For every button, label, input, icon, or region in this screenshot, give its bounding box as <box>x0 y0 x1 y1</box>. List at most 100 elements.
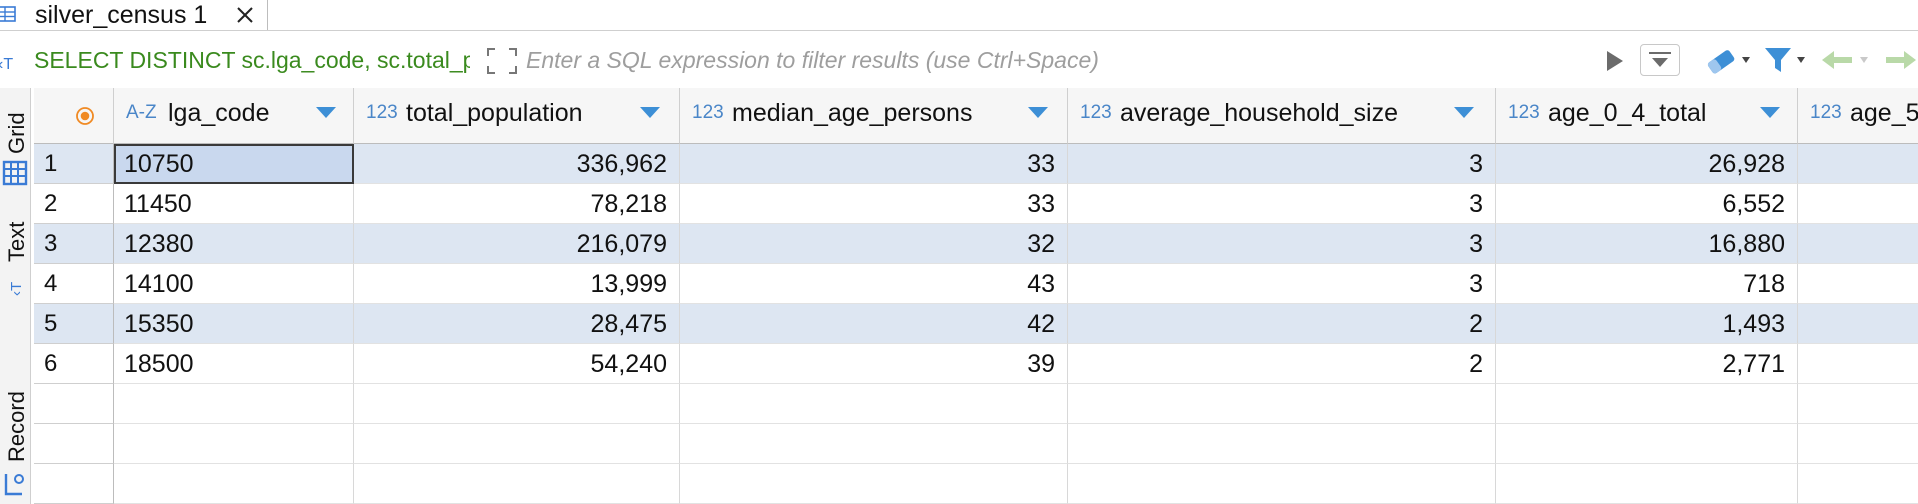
cell-total-population[interactable]: 78,218 <box>354 184 680 224</box>
cell-median-age-persons[interactable]: 33 <box>680 184 1068 224</box>
cell-lga-code[interactable]: 12380 <box>114 224 354 264</box>
svg-text:‹T: ‹T <box>8 282 25 296</box>
row-number[interactable]: 5 <box>34 304 114 344</box>
cell-average-household-size[interactable]: 3 <box>1068 224 1496 264</box>
row-number[interactable]: 6 <box>34 344 114 384</box>
sort-arrow-icon[interactable] <box>1454 107 1474 118</box>
apply-filter-icon[interactable] <box>1602 47 1628 75</box>
numeric-type-icon: 123 <box>1810 102 1842 123</box>
cell-lga-code[interactable]: 11450 <box>114 184 354 224</box>
expand-icon[interactable] <box>485 46 519 76</box>
cell-median-age-persons[interactable]: 32 <box>680 224 1068 264</box>
row-number[interactable]: 1 <box>34 144 114 184</box>
cell-lga-code[interactable]: 15350 <box>114 304 354 344</box>
row-number[interactable]: 3 <box>34 224 114 264</box>
numeric-type-icon: 123 <box>1508 102 1540 123</box>
numeric-type-icon: 123 <box>366 102 398 123</box>
column-header-age-5[interactable]: 123 age_5 <box>1798 88 1918 144</box>
column-header-average-household-size[interactable]: 123 average_household_size <box>1068 88 1496 144</box>
column-header-lga-code[interactable]: A-Z lga_code <box>114 88 354 144</box>
sql-query-text[interactable]: SELECT DISTINCT sc.lga_code, sc.total_po… <box>34 47 470 73</box>
column-name: average_household_size <box>1120 99 1398 127</box>
empty-cell <box>680 464 1068 504</box>
table-row[interactable]: 4 14100 13,999 43 3 718 <box>34 264 1918 304</box>
column-name: age_0_4_total <box>1548 99 1707 127</box>
sort-arrow-icon[interactable] <box>1760 107 1780 118</box>
cell-total-population[interactable]: 336,962 <box>354 144 680 184</box>
cell-age-5[interactable] <box>1798 144 1918 184</box>
forward-arrow-icon[interactable] <box>1882 44 1918 76</box>
cell-age-5[interactable] <box>1798 264 1918 304</box>
cell-average-household-size[interactable]: 2 <box>1068 344 1496 384</box>
sort-arrow-icon[interactable] <box>1028 107 1048 118</box>
cell-median-age-persons[interactable]: 33 <box>680 144 1068 184</box>
cell-average-household-size[interactable]: 2 <box>1068 304 1496 344</box>
cell-age-0-4-total[interactable]: 2,771 <box>1496 344 1798 384</box>
tab-text-label: Text <box>4 221 29 262</box>
tab-title: silver_census 1 <box>35 1 208 29</box>
empty-cell <box>680 424 1068 464</box>
cell-median-age-persons[interactable]: 43 <box>680 264 1068 304</box>
filter-input[interactable] <box>526 40 1596 80</box>
results-tab[interactable]: silver_census 1 <box>0 0 268 30</box>
table-row[interactable]: 2 11450 78,218 33 3 6,552 <box>34 184 1918 224</box>
eraser-icon[interactable] <box>1702 44 1754 76</box>
row-number[interactable]: 4 <box>34 264 114 304</box>
empty-cell <box>1068 384 1496 424</box>
tab-text[interactable]: Text ‹T <box>0 212 30 304</box>
empty-cell <box>354 384 680 424</box>
chevron-down-icon <box>1649 52 1671 67</box>
table-icon <box>0 6 16 22</box>
cell-median-age-persons[interactable]: 42 <box>680 304 1068 344</box>
numeric-type-icon: 123 <box>692 102 724 123</box>
grid-icon <box>2 160 28 186</box>
table-row[interactable]: 1 10750 336,962 33 3 26,928 <box>34 144 1918 184</box>
cell-total-population[interactable]: 216,079 <box>354 224 680 264</box>
cell-age-5[interactable] <box>1798 224 1918 264</box>
cell-average-household-size[interactable]: 3 <box>1068 264 1496 304</box>
cell-lga-code[interactable]: 14100 <box>114 264 354 304</box>
column-header-median-age-persons[interactable]: 123 median_age_persons <box>680 88 1068 144</box>
filter-funnel-icon[interactable] <box>1763 44 1809 76</box>
row-number-header[interactable] <box>34 88 114 144</box>
cell-average-household-size[interactable]: 3 <box>1068 144 1496 184</box>
cell-age-5[interactable] <box>1798 304 1918 344</box>
cell-age-0-4-total[interactable]: 718 <box>1496 264 1798 304</box>
empty-cell <box>680 384 1068 424</box>
filter-history-button[interactable] <box>1640 44 1680 76</box>
empty-row <box>34 384 1918 424</box>
column-header-total-population[interactable]: 123 total_population <box>354 88 680 144</box>
cell-age-5[interactable] <box>1798 344 1918 384</box>
cell-median-age-persons[interactable]: 39 <box>680 344 1068 384</box>
cell-average-household-size[interactable]: 3 <box>1068 184 1496 224</box>
cell-total-population[interactable]: 13,999 <box>354 264 680 304</box>
close-icon[interactable] <box>233 3 257 27</box>
empty-cell <box>1798 464 1918 504</box>
tab-record[interactable]: Record <box>0 370 30 502</box>
table-row[interactable]: 6 18500 54,240 39 2 2,771 <box>34 344 1918 384</box>
tab-grid[interactable]: Grid <box>0 98 30 190</box>
sort-arrow-icon[interactable] <box>640 107 660 118</box>
tab-record-label: Record <box>4 391 29 462</box>
table-row[interactable]: 5 15350 28,475 42 2 1,493 <box>34 304 1918 344</box>
column-name: age_5 <box>1850 99 1918 127</box>
cell-age-0-4-total[interactable]: 6,552 <box>1496 184 1798 224</box>
cell-lga-code[interactable]: 18500 <box>114 344 354 384</box>
sort-arrow-icon[interactable] <box>316 107 336 118</box>
back-arrow-icon[interactable] <box>1820 44 1876 76</box>
empty-cell <box>1496 424 1798 464</box>
cell-age-0-4-total[interactable]: 1,493 <box>1496 304 1798 344</box>
cell-age-5[interactable] <box>1798 184 1918 224</box>
column-header-age-0-4-total[interactable]: 123 age_0_4_total <box>1496 88 1798 144</box>
table-row[interactable]: 3 12380 216,079 32 3 16,880 <box>34 224 1918 264</box>
empty-row-number <box>34 464 114 504</box>
cell-age-0-4-total[interactable]: 16,880 <box>1496 224 1798 264</box>
empty-cell <box>1798 424 1918 464</box>
empty-cell <box>114 464 354 504</box>
cell-total-population[interactable]: 54,240 <box>354 344 680 384</box>
cell-total-population[interactable]: 28,475 <box>354 304 680 344</box>
cell-lga-code[interactable]: 10750 <box>114 144 354 184</box>
cell-age-0-4-total[interactable]: 26,928 <box>1496 144 1798 184</box>
record-icon <box>4 474 24 496</box>
row-number[interactable]: 2 <box>34 184 114 224</box>
